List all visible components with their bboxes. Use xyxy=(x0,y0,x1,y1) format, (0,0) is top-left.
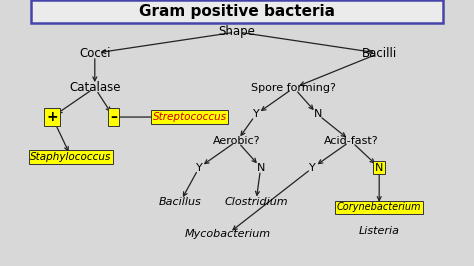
Text: N: N xyxy=(313,109,322,119)
Text: Acid-fast?: Acid-fast? xyxy=(323,136,378,146)
FancyBboxPatch shape xyxy=(31,0,443,23)
Text: +: + xyxy=(46,110,58,124)
Text: Shape: Shape xyxy=(219,26,255,38)
Text: Bacilli: Bacilli xyxy=(362,47,397,60)
Text: Listeria: Listeria xyxy=(359,226,400,236)
Text: Spore forming?: Spore forming? xyxy=(251,83,337,93)
Text: Gram positive bacteria: Gram positive bacteria xyxy=(139,4,335,19)
Text: Streptococcus: Streptococcus xyxy=(153,112,227,122)
Text: N: N xyxy=(256,163,265,173)
Text: Staphylococcus: Staphylococcus xyxy=(30,152,112,162)
Text: Y: Y xyxy=(310,163,316,173)
Text: Aerobic?: Aerobic? xyxy=(213,136,261,146)
Text: Corynebacterium: Corynebacterium xyxy=(337,202,421,213)
Text: N: N xyxy=(375,163,383,173)
Text: Bacillus: Bacillus xyxy=(159,197,201,207)
Text: Cocci: Cocci xyxy=(79,47,110,60)
Text: Clostridium: Clostridium xyxy=(224,197,288,207)
Text: Mycobacterium: Mycobacterium xyxy=(184,229,271,239)
Text: Catalase: Catalase xyxy=(69,81,120,94)
Text: Y: Y xyxy=(196,163,202,173)
Text: Y: Y xyxy=(253,109,259,119)
Text: –: – xyxy=(110,110,117,124)
